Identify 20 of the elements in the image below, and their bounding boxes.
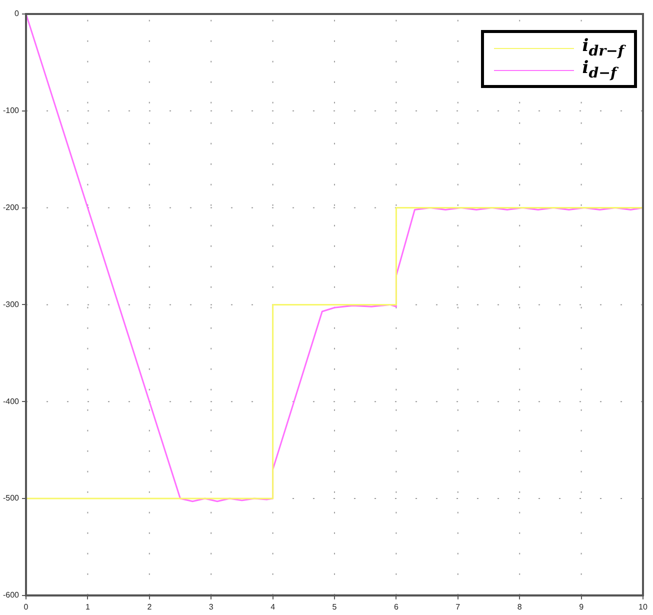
legend-label: i$_{d−f}$ [582, 58, 617, 82]
x-tick-label: 6 [394, 602, 399, 612]
x-tick-label: 5 [332, 602, 338, 612]
y-tick-label: -300 [2, 300, 20, 309]
y-tick-label: -600 [2, 590, 20, 600]
y-tick-label: 0 [14, 9, 20, 18]
x-tick-label: 9 [579, 602, 584, 612]
x-tick-label: 3 [208, 602, 214, 612]
y-tick-label: -400 [2, 396, 20, 406]
x-tick-label: 0 [24, 602, 29, 612]
legend-label: i$_{dr−f}$ [582, 36, 624, 60]
y-tick-label: -500 [2, 494, 20, 503]
x-tick-label: 8 [517, 602, 522, 612]
y-tick-label: -200 [2, 203, 20, 212]
x-tick-label: 1 [85, 602, 90, 612]
x-tick-label: 10 [638, 602, 648, 612]
x-tick-label: 4 [270, 602, 276, 612]
x-tick-label: 7 [456, 602, 461, 612]
x-tick-label: 2 [147, 602, 152, 612]
y-tick-label: -100 [2, 106, 20, 116]
